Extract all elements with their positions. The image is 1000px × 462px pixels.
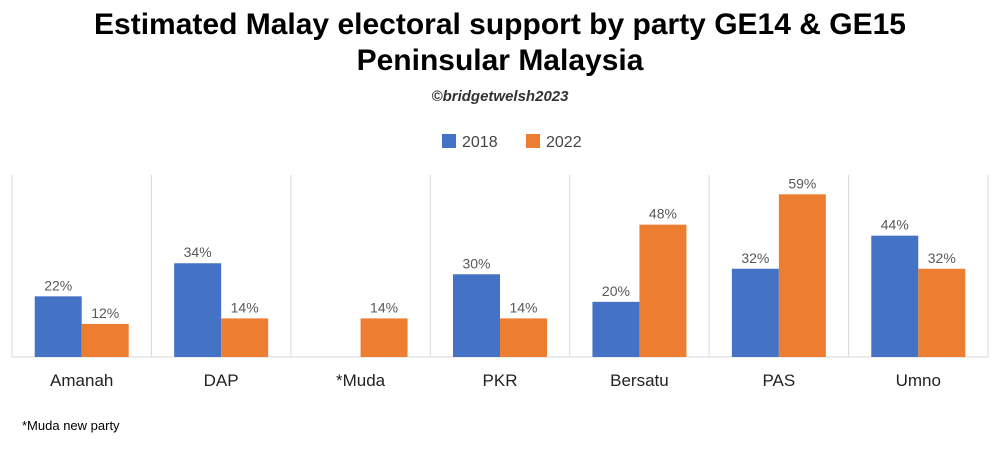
- bar-2022-pas: [778, 194, 826, 357]
- legend-swatch-2018: [442, 134, 456, 148]
- bar-2022-muda: [360, 318, 408, 357]
- data-label: 20%: [602, 283, 630, 299]
- data-labels: 22% 12% 34% 14% 14% 30% 14% 20% 48% 32% 59% 44% 32%: [44, 175, 956, 321]
- data-label: 14%: [231, 299, 259, 315]
- chart-title-line-1: Estimated Malay electoral support by par…: [94, 8, 906, 41]
- bar-2018-amanah: [34, 296, 82, 357]
- x-axis-ticks: Amanah DAP *Muda PKR Bersatu PAS Umno: [50, 371, 941, 390]
- bar-2018-dap: [174, 263, 222, 357]
- bar-2022-pkr: [500, 318, 547, 357]
- bar-2022-bersatu: [639, 224, 687, 357]
- data-label: 48%: [649, 206, 677, 222]
- legend-label-2022: 2022: [546, 134, 582, 151]
- x-tick-label: Amanah: [50, 371, 113, 390]
- credit-text: ©bridgetwelsh2023: [431, 88, 569, 105]
- data-label: 32%: [741, 250, 769, 266]
- bar-2018-pas: [731, 268, 779, 357]
- bar-2018-bersatu: [592, 301, 640, 357]
- bar-2018-pkr: [453, 274, 500, 357]
- legend-label-2018: 2018: [462, 134, 498, 151]
- data-label: 32%: [928, 250, 956, 266]
- x-tick-label: PKR: [483, 371, 518, 390]
- bar-2018-umno: [871, 235, 919, 357]
- data-label: 22%: [44, 277, 72, 293]
- legend: 2018 2022: [442, 134, 582, 151]
- bar-2022-amanah: [81, 323, 129, 357]
- data-label: 44%: [881, 217, 909, 233]
- x-tick-label: *Muda: [336, 371, 386, 390]
- chart-title-line-2: Peninsular Malaysia: [356, 44, 644, 77]
- bar-2022-umno: [918, 268, 966, 357]
- footnote: *Muda new party: [22, 418, 120, 433]
- x-tick-label: PAS: [762, 371, 795, 390]
- x-tick-label: Umno: [896, 371, 941, 390]
- bars: [34, 194, 966, 357]
- data-label: 14%: [370, 299, 398, 315]
- data-label: 30%: [462, 255, 490, 271]
- data-label: 14%: [509, 299, 537, 315]
- x-tick-label: DAP: [204, 371, 239, 390]
- data-label: 59%: [788, 175, 816, 191]
- bar-2022-dap: [221, 318, 269, 357]
- x-tick-label: Bersatu: [610, 371, 669, 390]
- data-label: 12%: [91, 305, 119, 321]
- legend-swatch-2022: [526, 134, 540, 148]
- data-label: 34%: [184, 244, 212, 260]
